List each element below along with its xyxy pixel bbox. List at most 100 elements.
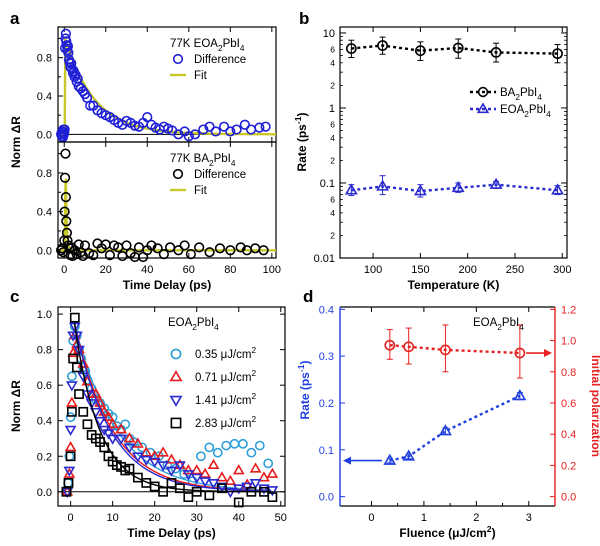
y-tick-label: 0.0: [37, 129, 52, 141]
data-point: [239, 119, 250, 130]
x-tick-label: 100: [263, 264, 281, 276]
x-tick-label: 300: [553, 264, 571, 276]
text-part: ): [492, 526, 496, 540]
data-point: [413, 184, 427, 196]
x-tick-label: 3: [526, 512, 532, 524]
data-point: [173, 245, 184, 256]
panel-d: d 0 1 2 3 0.0 0.1 0.2 0.3 0.4 0.0 0.2 0.4 0.6 0.8 1.0 1.…: [296, 287, 600, 540]
data-point: [107, 412, 118, 423]
data-point: [123, 432, 136, 443]
text-part: PbI: [214, 153, 231, 165]
data-point: [225, 126, 236, 137]
x-tick-label: 20: [149, 512, 161, 524]
data-point: [258, 471, 270, 482]
y-axis-title-right: Initial polarization: [589, 355, 600, 457]
y-tick-label-right: 1.2: [561, 304, 576, 316]
data-point: [106, 434, 119, 445]
series: [61, 312, 278, 508]
data-point: [149, 481, 160, 492]
text-part: 2: [192, 323, 197, 332]
data-point: [198, 124, 209, 135]
x-tick-label: 150: [411, 264, 429, 276]
data-point: [221, 440, 232, 451]
text-part: 4: [214, 323, 219, 332]
x-tick-label: 0: [68, 512, 74, 524]
data-point: [403, 341, 415, 353]
legend-label: Fit: [194, 70, 208, 82]
data-point: [72, 73, 83, 84]
data-point: [402, 449, 416, 461]
fit-curve: [58, 38, 276, 136]
data-point: [204, 121, 215, 132]
y-tick-label-left: 0.4: [319, 304, 334, 316]
data-point: [173, 129, 184, 140]
text-part: 2: [251, 415, 256, 424]
x-axis-title: Temperature (K): [408, 278, 500, 292]
y-minor-tick-label: 2: [330, 230, 335, 240]
text-part: PbI: [502, 317, 519, 329]
data-point: [183, 492, 194, 503]
data-point: [225, 245, 236, 256]
series: [384, 324, 526, 379]
y-tick-label: 0.8: [37, 345, 52, 357]
data-point: [60, 28, 71, 39]
text-part: PbI: [197, 317, 214, 329]
panel-a-letter: a: [10, 9, 20, 28]
x-tick-label: 10: [107, 512, 119, 524]
text-part: 77K BA: [170, 153, 209, 165]
data-point: [62, 41, 74, 52]
data-point: [212, 447, 223, 458]
y-tick-label: 0.1: [320, 178, 335, 190]
panel-c-letter: c: [10, 287, 19, 306]
data-point: [246, 447, 257, 458]
y-tick-label-left: 0.1: [319, 445, 334, 457]
data-point: [69, 312, 80, 323]
panel-c-frame: [57, 306, 286, 507]
legend-label: BA2PbI4: [500, 87, 542, 102]
series-line: [351, 183, 558, 193]
x-tick-label: 250: [506, 264, 524, 276]
text-part: 2: [524, 110, 529, 119]
legend-marker: [170, 417, 182, 429]
panel-c: c0 10 20 30 40 500.00.20.40.60.81.0EOA2PbI40.…: [9, 287, 287, 540]
data-point: [175, 483, 185, 494]
data-point: [72, 362, 82, 373]
data-point: [254, 122, 265, 133]
data-point: [438, 424, 452, 436]
y-minor-tick-label: 4: [330, 208, 335, 218]
data-point: [98, 405, 111, 416]
x-axis-title: Time Delay (ps): [127, 526, 215, 540]
y-minor-tick-label: 4: [330, 58, 335, 68]
data-point: [185, 249, 196, 260]
data-point: [183, 131, 194, 142]
data-point: [60, 148, 71, 159]
data-point: [146, 240, 157, 251]
data-point: [451, 181, 465, 193]
series: [61, 322, 279, 499]
data-point: [552, 48, 563, 60]
text-part: Rate (ps: [298, 372, 312, 420]
text-part: 2: [251, 369, 256, 378]
data-point: [258, 245, 269, 256]
y-tick-label: 0.4: [37, 207, 52, 219]
data-point: [174, 458, 186, 470]
text-part: 4: [231, 159, 236, 168]
legend-label: 0.71 μJ/cm2: [195, 369, 256, 384]
text-part: Fluence (μJ/cm: [399, 526, 486, 540]
data-point: [217, 483, 227, 494]
data-point: [158, 249, 169, 260]
data-point: [85, 399, 98, 410]
data-point: [190, 473, 203, 484]
data-point: [376, 179, 390, 191]
data-point: [71, 331, 83, 342]
text-part: PbI: [223, 38, 240, 50]
text-part: 0.71 μJ/cm: [195, 372, 251, 384]
data-point: [513, 389, 527, 401]
data-point: [88, 250, 99, 261]
legend-marker: [477, 86, 489, 98]
y-tick-label-right: 0.8: [561, 367, 576, 379]
data-point: [249, 479, 262, 490]
data-point: [174, 461, 186, 472]
data-point: [65, 451, 76, 462]
data-point: [73, 345, 85, 356]
